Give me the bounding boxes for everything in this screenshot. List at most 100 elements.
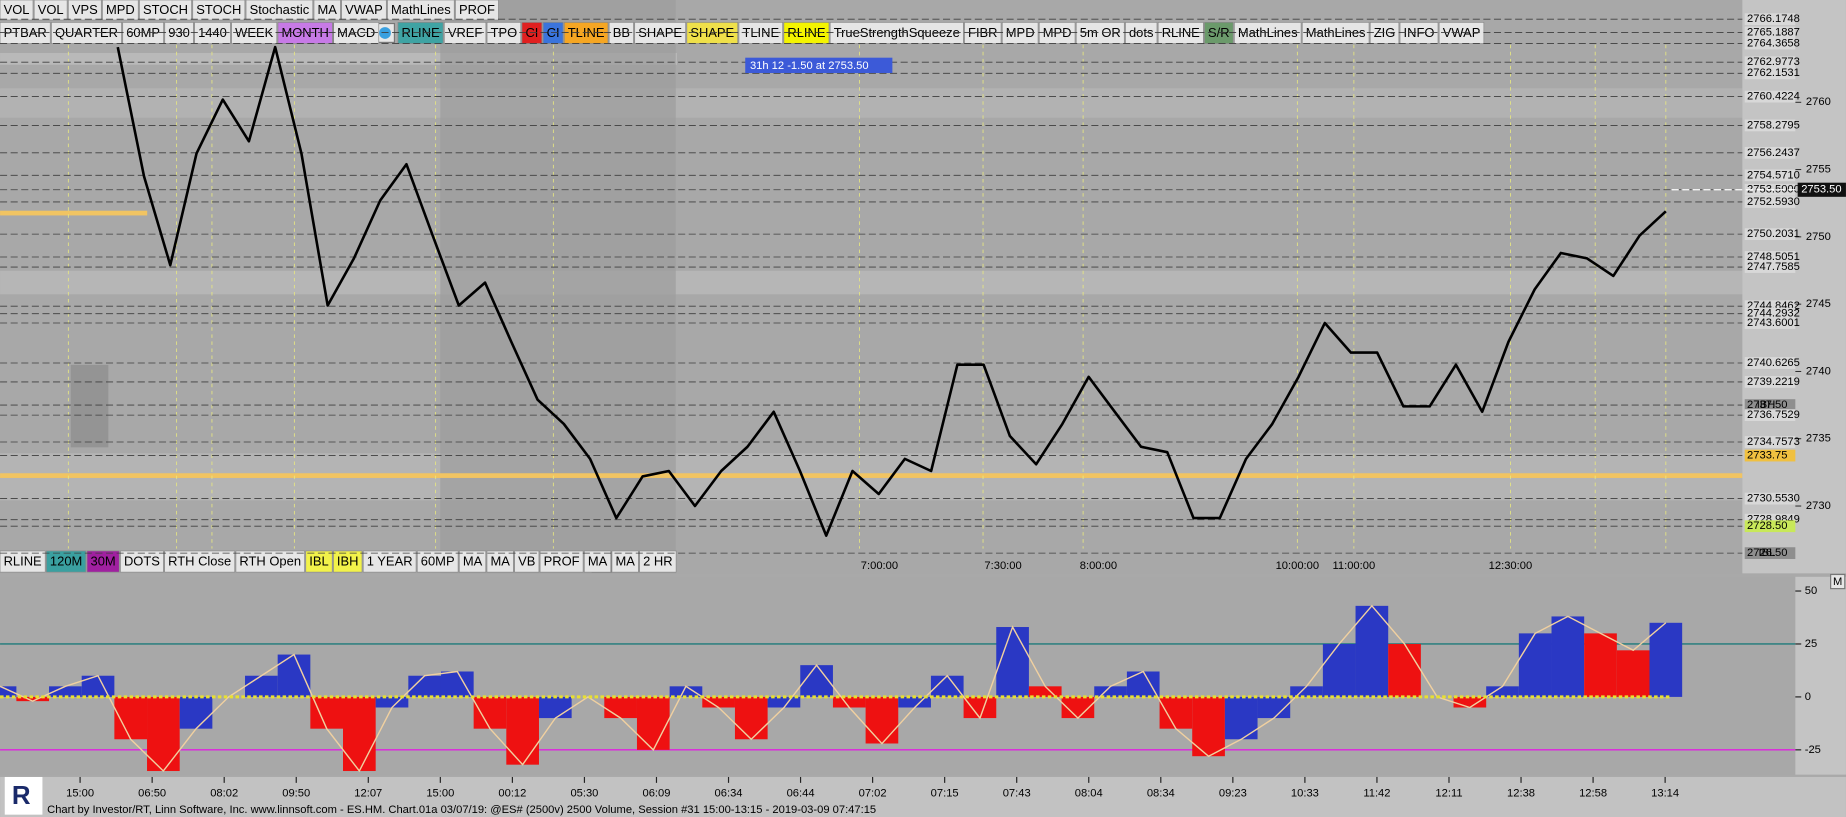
oscillator-bar	[538, 696, 572, 719]
toolbar-button[interactable]: RLINE	[783, 22, 830, 44]
toolbar-button[interactable]: 930	[164, 22, 194, 44]
toolbar-button[interactable]: CI	[542, 22, 564, 44]
toolbar-button[interactable]: ZIG	[1369, 22, 1400, 44]
toolbar-button[interactable]: MA	[313, 0, 341, 21]
oscillator-bar	[930, 675, 964, 697]
toolbar-button[interactable]: 1 YEAR	[362, 550, 417, 573]
toolbar-button[interactable]: VB	[514, 550, 540, 573]
toolbar-button[interactable]: BB	[608, 22, 634, 44]
button-bg	[416, 550, 459, 573]
button-bg	[164, 550, 236, 573]
x-tick-label: 13:14	[1651, 787, 1679, 799]
button-bg	[277, 22, 333, 44]
toolbar-button[interactable]: MONTH	[277, 22, 333, 44]
logo: R	[4, 776, 43, 815]
toolbar-button[interactable]: INFO	[1399, 22, 1439, 44]
toolbar-button[interactable]: VWAP	[341, 0, 387, 21]
button-label: RLINE	[4, 554, 42, 569]
toolbar-button[interactable]: S/R	[1204, 22, 1234, 44]
oscillator-bar	[1126, 671, 1160, 697]
toolbar-button[interactable]: PROF	[539, 550, 584, 573]
button-label: VB	[518, 554, 535, 569]
button-bg	[486, 550, 514, 573]
toolbar-button[interactable]: 60MP	[416, 550, 459, 573]
toolbar-button[interactable]: 30M	[86, 550, 120, 573]
toolbar-button[interactable]: MA	[486, 550, 514, 573]
toolbar-button[interactable]: VREF	[443, 22, 487, 44]
toolbar-button[interactable]: MPD	[1001, 22, 1039, 44]
level-label: 2728.9849	[1744, 514, 1800, 526]
toolbar-button[interactable]: RTH Open	[235, 550, 305, 573]
toolbar-button[interactable]: 2 HR	[639, 550, 677, 573]
toolbar-button[interactable]: STOCH	[192, 0, 246, 21]
toolbar-button[interactable]: 120M	[46, 550, 87, 573]
toolbar-button[interactable]: MA	[458, 550, 487, 573]
toolbar-button[interactable]: FIBR	[964, 22, 1002, 44]
toolbar-button[interactable]: VWAP	[1438, 22, 1485, 44]
toolbar-button[interactable]: STOCH	[139, 0, 192, 21]
y-tick-label: 2730	[1806, 500, 1831, 512]
toolbar-button[interactable]: VPS	[67, 0, 102, 21]
toolbar-button[interactable]: TLINE	[738, 22, 784, 44]
button-label: IBH	[337, 554, 359, 569]
oscillator-bar	[604, 696, 637, 719]
toolbar-button[interactable]: TPO	[486, 22, 522, 44]
button-label: Stochastic	[250, 2, 310, 17]
toolbar-button[interactable]: dots	[1125, 22, 1158, 44]
toolbar-button[interactable]: DOTS	[120, 550, 164, 573]
toolbar-button[interactable]: MPD	[102, 0, 139, 21]
oscillator-bar	[408, 675, 441, 697]
toolbar-button[interactable]: IBH	[333, 550, 363, 573]
toolbar-button[interactable]: MA	[611, 550, 639, 573]
level-label-bg	[1744, 26, 1796, 39]
toolbar-button[interactable]: MPD	[1038, 22, 1076, 44]
toolbar-button[interactable]: QUARTER	[51, 22, 122, 44]
oscillator-line	[0, 604, 1667, 773]
toolbar-button[interactable]: MA	[583, 550, 612, 573]
toolbar-button[interactable]: 5m OR	[1075, 22, 1125, 44]
button-bg	[964, 22, 1002, 44]
oscillator-bar	[375, 696, 409, 708]
x-tick-label: 08:04	[1075, 787, 1103, 799]
toolbar-button[interactable]: RTH Close	[164, 550, 236, 573]
toolbar-button[interactable]: VOL	[33, 0, 68, 21]
button-bg	[1830, 573, 1846, 590]
toolbar-button[interactable]: PTBAR	[0, 22, 51, 44]
panel-button[interactable]: M	[1830, 573, 1846, 590]
toolbar-button[interactable]: 60MP	[122, 22, 164, 44]
toolbar-button[interactable]: VOL	[0, 0, 34, 21]
toolbar-button[interactable]: MathLines	[1301, 22, 1370, 44]
toolbar-button[interactable]: RLINE	[397, 22, 444, 44]
button-label: VWAP	[345, 2, 383, 17]
toolbar-button[interactable]: CI	[521, 22, 543, 44]
level-label: 2760.4224	[1744, 91, 1800, 103]
level-label-text: 2765.1887	[1747, 26, 1800, 38]
toolbar-button[interactable]: SHAPE	[686, 22, 739, 44]
toolbar-button[interactable]: WEEK	[231, 22, 278, 44]
toolbar-button[interactable]: MACD	[333, 22, 380, 44]
button-label: VOL	[4, 2, 30, 17]
oscillator-bar	[1584, 633, 1617, 697]
level-label-text: 2733.75	[1747, 450, 1787, 462]
toolbar-button[interactable]: RLINE	[0, 550, 46, 573]
toolbar-button[interactable]: TrueStrengthSqueeze	[829, 22, 964, 44]
info-box-text: 31h 12 -1.50 at 2753.50	[750, 60, 869, 72]
level-label-text: 2737.50	[1747, 399, 1787, 411]
oscillator-bar	[1486, 686, 1519, 697]
toolbar-button[interactable]: Stochastic	[245, 0, 314, 21]
toolbar-button[interactable]: MathLines	[1233, 22, 1302, 44]
price-line	[116, 45, 1667, 537]
x-tick-label: 00:12	[498, 787, 526, 799]
button-label: RTH Open	[239, 554, 301, 569]
toolbar-button[interactable]: MathLines	[387, 0, 455, 21]
level-label-text: 2764.3658	[1747, 37, 1800, 49]
toolbar-button[interactable]: SHAPE	[634, 22, 686, 44]
button-bg	[387, 0, 455, 21]
toolbar-button[interactable]: TLINE	[563, 22, 609, 44]
toolbar-button[interactable]: IBL	[305, 550, 333, 573]
level-label: 2766.1748	[1744, 13, 1800, 25]
toolbar-button[interactable]: 1440	[194, 22, 231, 44]
toolbar-button[interactable]: RLINE	[1157, 22, 1204, 44]
toolbar-button[interactable]: PROF	[455, 0, 499, 21]
